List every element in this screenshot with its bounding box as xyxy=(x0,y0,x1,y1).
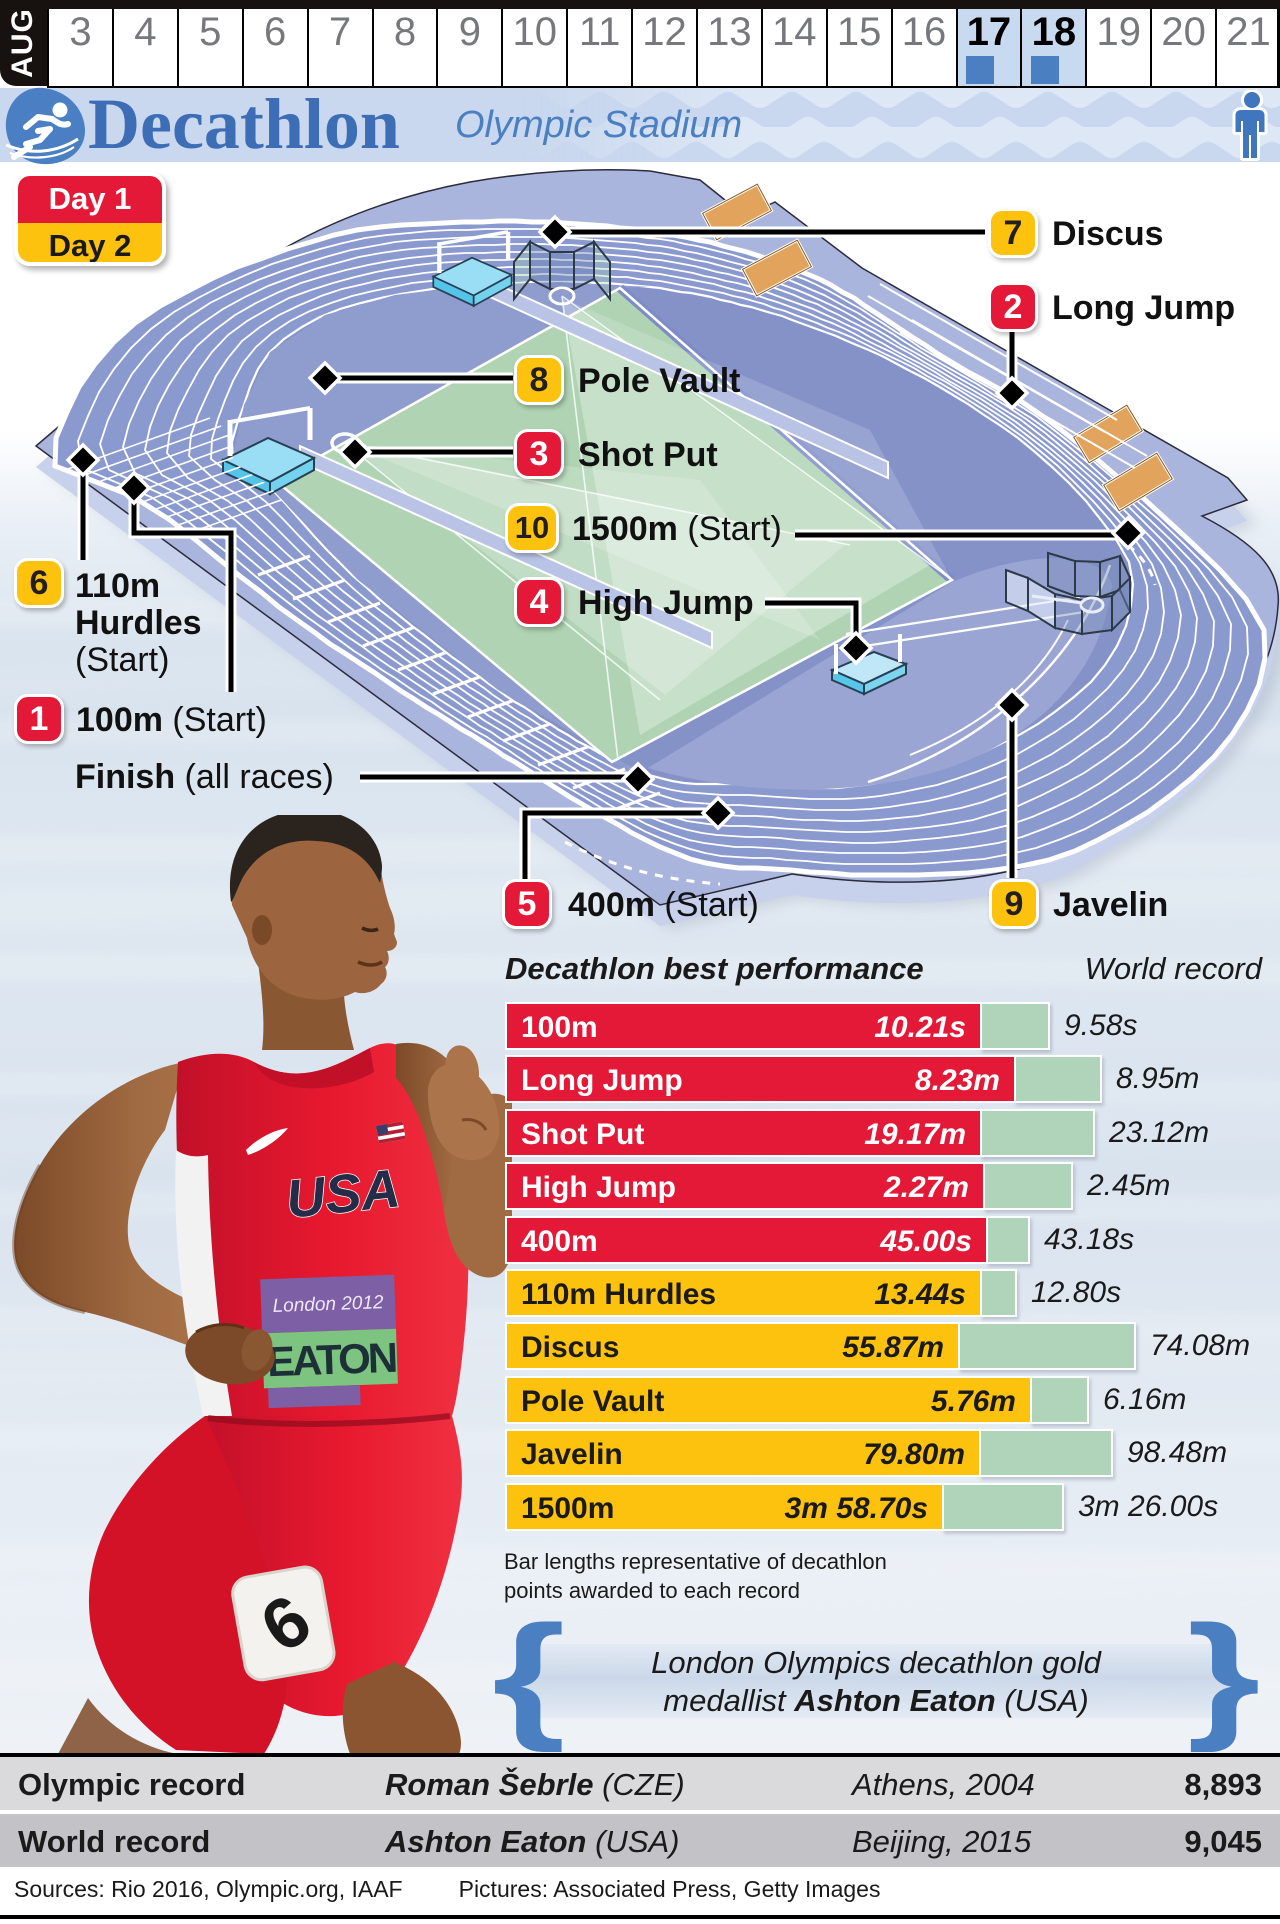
svg-text:London 2012: London 2012 xyxy=(272,1292,384,1317)
svg-text:USA: USA xyxy=(283,1158,403,1230)
svg-text:EATON: EATON xyxy=(266,1334,396,1385)
